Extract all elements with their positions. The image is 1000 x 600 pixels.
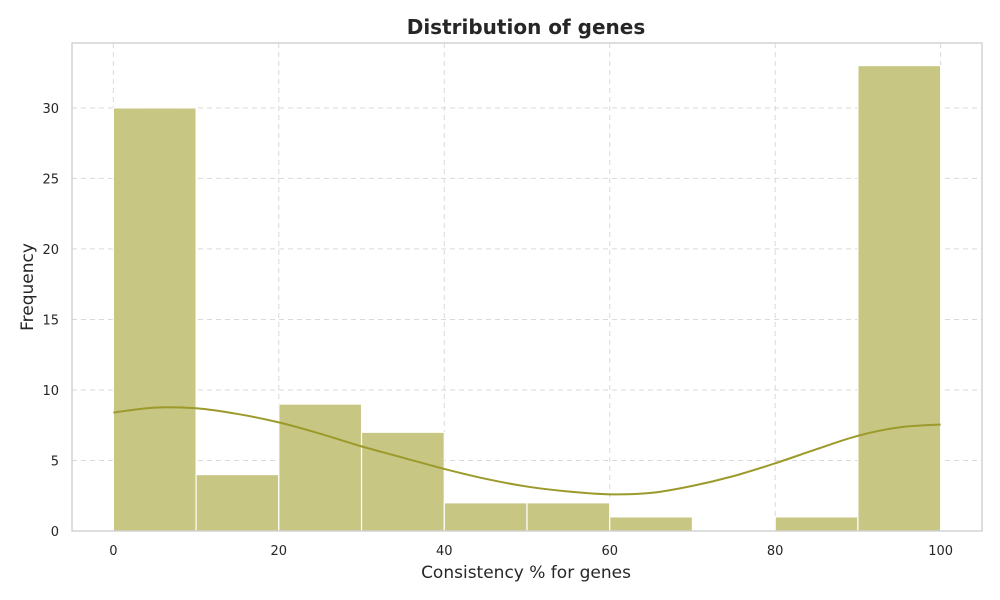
y-tick-label-1: 5 [51,454,59,469]
x-tick-label-0: 0 [109,544,117,559]
x-tick-label-4: 80 [767,544,784,559]
histogram-bar-4 [443,502,528,532]
kde-curve [113,406,941,496]
plot-frame [71,42,983,532]
histogram-bar-5 [526,502,611,532]
x-tick-label-2: 40 [436,544,453,559]
histogram-bar-2 [278,403,363,532]
histogram-bar-6 [609,516,694,532]
y-tick-label-3: 15 [42,313,59,328]
y-axis-label: Frequency [18,243,38,331]
x-axis-ticks: 0 20 40 60 80 100 [109,544,953,559]
x-axis-label: Consistency % for genes [421,563,631,583]
histogram-bar-1 [195,473,280,532]
kde-curve-layer [113,406,941,496]
grid-lines [72,43,982,532]
histogram-bar-0 [112,107,197,532]
y-tick-label-0: 0 [51,525,59,540]
x-tick-label-5: 100 [928,544,953,559]
y-tick-label-4: 20 [42,243,59,258]
histogram-bars [112,64,942,532]
y-tick-label-2: 10 [42,384,59,399]
x-tick-label-1: 20 [271,544,288,559]
histogram-bar-9 [857,64,942,532]
y-axis-ticks: 0 5 10 15 20 25 30 [42,102,59,540]
chart-title: Distribution of genes [407,15,646,39]
y-tick-label-5: 25 [42,172,59,187]
histogram-bar-8 [774,516,859,532]
histogram-bar-3 [360,431,445,532]
x-tick-label-3: 60 [601,544,618,559]
y-tick-label-6: 30 [42,102,59,117]
